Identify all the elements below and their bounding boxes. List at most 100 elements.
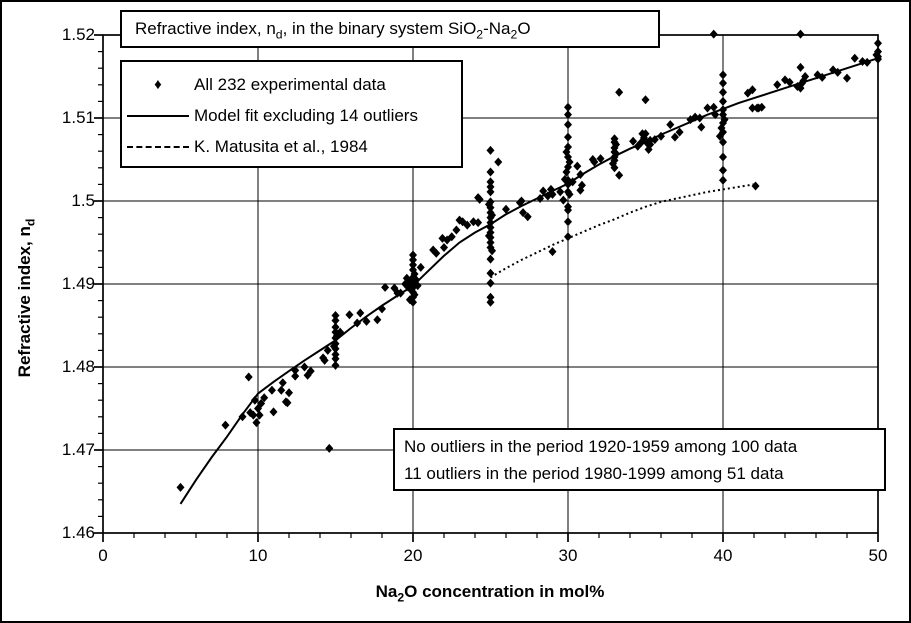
data-point-diamond: [641, 95, 650, 105]
legend-label: All 232 experimental data: [194, 74, 386, 94]
data-point-diamond: [719, 165, 727, 175]
data-point-diamond: [323, 345, 332, 355]
data-point-diamond: [641, 129, 650, 139]
data-point-diamond: [670, 132, 679, 142]
data-point-diamond: [260, 393, 269, 403]
y-axis-title: Refractive index, nd: [15, 218, 38, 378]
data-point-diamond: [502, 204, 510, 214]
x-tick-label: 50: [868, 546, 888, 565]
data-point-diamond: [331, 322, 340, 332]
data-point-diamond: [796, 29, 805, 39]
data-point-diamond: [801, 72, 810, 81]
data-point-diamond: [486, 278, 495, 288]
data-point-diamond: [409, 260, 417, 270]
data-point-diamond: [244, 372, 253, 382]
data-point-diamond: [523, 212, 532, 222]
data-point-diamond: [277, 385, 286, 395]
data-point-diamond: [577, 180, 586, 190]
data-point-diamond: [486, 197, 495, 207]
data-point-diamond: [565, 157, 574, 167]
data-point-diamond: [539, 186, 548, 196]
data-point-diamond: [548, 247, 557, 257]
data-point-diamond: [475, 194, 484, 204]
y-tick-label: 1.5: [71, 191, 95, 210]
data-point-diamond: [486, 203, 495, 213]
data-point-diamond: [486, 187, 495, 197]
chart-title: Refractive index, nd, in the binary syst…: [120, 10, 660, 48]
y-tick-label: 1.51: [61, 108, 95, 127]
data-point-diamond: [381, 282, 390, 292]
data-point-diamond: [564, 202, 572, 212]
data-point-diamond: [331, 316, 340, 326]
data-point-diamond: [874, 38, 882, 48]
outlier-annotation: No outliers in the period 1920-1959 amon…: [393, 428, 886, 491]
legend-entry-model-fit: Model fit excluding 14 outliers: [122, 100, 461, 131]
data-point-diamond: [486, 238, 495, 247]
data-point-diamond: [238, 412, 247, 422]
data-point-diamond: [356, 308, 365, 318]
x-tick-label: 10: [248, 546, 268, 565]
data-point-diamond: [719, 87, 727, 97]
data-point-diamond: [250, 395, 259, 405]
data-point-diamond: [785, 77, 794, 87]
data-point-diamond: [252, 418, 261, 428]
scatter-series: [176, 29, 882, 492]
data-point-diamond: [751, 181, 760, 191]
data-point-diamond: [565, 189, 574, 199]
data-point-diamond: [486, 177, 495, 187]
legend: ♦ All 232 experimental data Model fit ex…: [120, 60, 463, 168]
data-point-diamond: [610, 163, 619, 173]
data-point-diamond: [564, 132, 572, 142]
data-point-diamond: [255, 410, 264, 420]
chart-title-text: Refractive index, nd, in the binary syst…: [135, 19, 531, 42]
data-point-diamond: [719, 96, 727, 106]
x-tick-label: 20: [403, 546, 423, 565]
data-point-diamond: [719, 137, 727, 147]
data-point-diamond: [278, 378, 287, 388]
y-tick-label: 1.49: [61, 274, 95, 293]
data-point-diamond: [748, 103, 757, 113]
data-point-diamond: [874, 47, 882, 57]
data-point-diamond: [612, 140, 621, 150]
data-point-diamond: [409, 297, 417, 307]
data-point-diamond: [447, 232, 456, 242]
data-point-diamond: [573, 161, 582, 171]
data-point-diamond: [432, 248, 441, 258]
data-point-diamond: [703, 103, 712, 113]
data-point-diamond: [757, 102, 766, 112]
data-point-diamond: [675, 127, 684, 137]
data-point-diamond: [331, 350, 340, 360]
data-point-diamond: [416, 262, 425, 272]
data-point-diamond: [590, 157, 599, 167]
annotation-line-2: 11 outliers in the period 1980-1999 amon…: [404, 464, 784, 483]
data-point-diamond: [267, 385, 276, 395]
data-point-diamond: [320, 355, 329, 365]
data-point-diamond: [331, 360, 340, 370]
x-tick-label: 0: [98, 546, 108, 565]
data-point-diamond: [629, 136, 638, 146]
data-point-diamond: [519, 208, 528, 218]
data-point-diamond: [474, 218, 483, 228]
data-point-diamond: [409, 250, 417, 260]
data-point-diamond: [410, 290, 419, 300]
y-tick-label: 1.52: [61, 25, 95, 44]
legend-label: K. Matusita et al., 1984: [194, 136, 368, 156]
data-point-diamond: [221, 420, 230, 430]
data-point-diamond: [720, 115, 729, 125]
data-point-diamond: [564, 120, 572, 130]
legend-entry-experimental: ♦ All 232 experimental data: [122, 69, 461, 100]
data-point-diamond: [719, 152, 727, 162]
data-point-diamond: [486, 228, 495, 238]
data-point-diamond: [564, 142, 572, 152]
data-point-diamond: [331, 311, 340, 321]
data-point-diamond: [494, 157, 503, 167]
data-point-diamond: [452, 225, 461, 235]
data-point-diamond: [773, 80, 782, 90]
data-point-diamond: [719, 70, 727, 80]
data-point-diamond: [257, 399, 266, 409]
data-point-diamond: [486, 268, 495, 278]
data-point-diamond: [486, 145, 495, 155]
data-point-diamond: [300, 362, 309, 372]
